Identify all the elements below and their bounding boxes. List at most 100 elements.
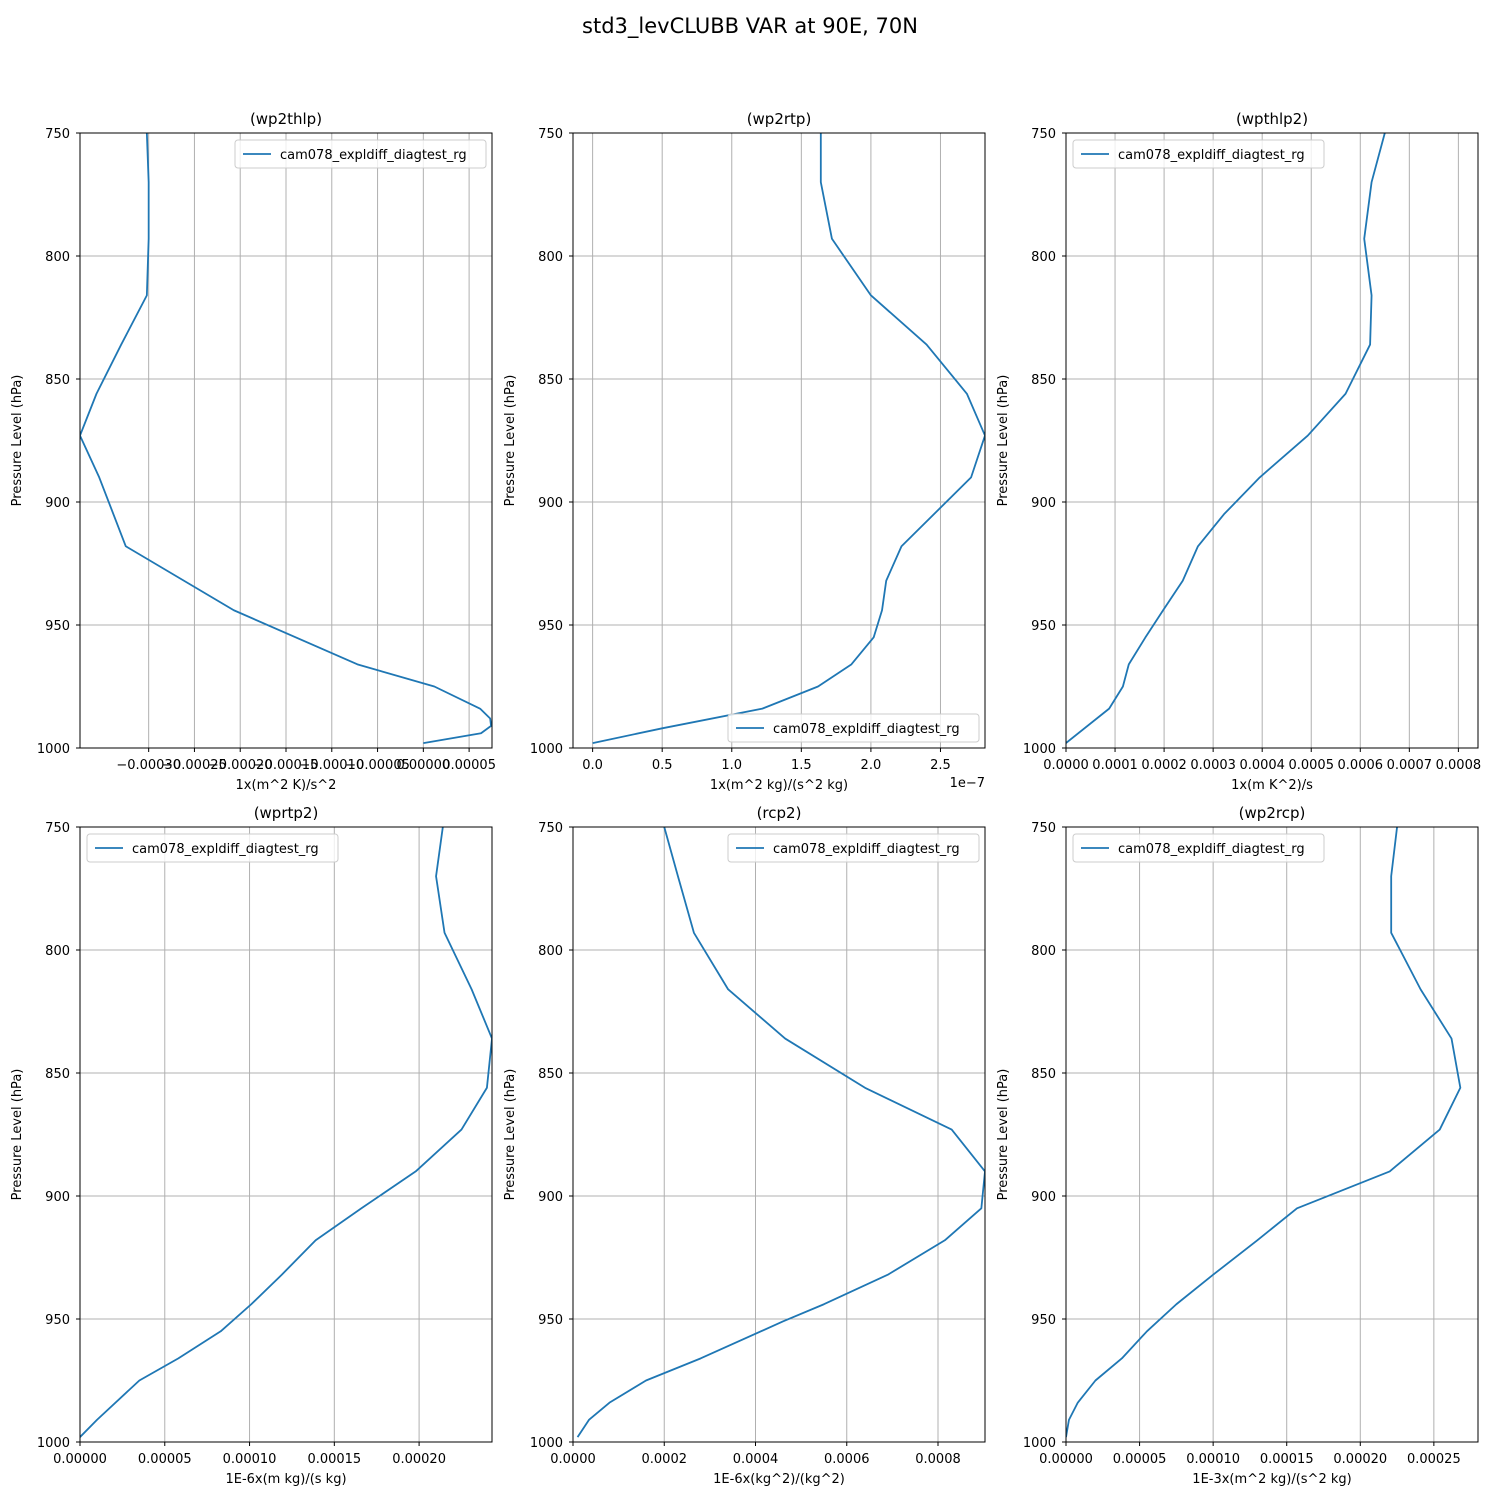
legend-entry: cam078_expldiff_diagtest_rg xyxy=(132,842,319,857)
axes-frame xyxy=(1065,132,1479,749)
y-tick-label-0: 750 xyxy=(1031,127,1056,142)
y-tick-label-0: 750 xyxy=(45,821,70,836)
x-tick-label-3: 1.5 xyxy=(791,758,812,773)
y-tick-label-1: 800 xyxy=(538,250,563,265)
legend-entry: cam078_expldiff_diagtest_rg xyxy=(1118,842,1305,857)
x-tick-label-5: 0.0005 xyxy=(1288,758,1334,773)
x-tick-label-2: −0.00020 xyxy=(208,758,273,773)
legend: cam078_expldiff_diagtest_rg xyxy=(86,833,339,863)
legend: cam078_expldiff_diagtest_rg xyxy=(234,139,487,169)
y-axis-label: Pressure Level (hPa) xyxy=(10,1069,25,1201)
legend: cam078_expldiff_diagtest_rg xyxy=(727,713,980,743)
y-tick-label-5: 1000 xyxy=(37,742,70,757)
y-tick-label-5: 1000 xyxy=(37,1436,70,1451)
subplot-title: (wp2thlp) xyxy=(250,110,322,128)
y-tick-label-1: 800 xyxy=(1031,250,1056,265)
x-axis-label: 1x(m^2 K)/s^2 xyxy=(236,778,337,793)
y-axis-label: Pressure Level (hPa) xyxy=(503,1069,518,1201)
y-tick-label-2: 850 xyxy=(538,373,563,388)
x-axis-label: 1x(m^2 kg)/(s^2 kg) xyxy=(710,778,848,793)
legend-entry: cam078_expldiff_diagtest_rg xyxy=(1118,148,1305,163)
legend: cam078_expldiff_diagtest_rg xyxy=(727,833,980,863)
x-tick-label-4: 2.0 xyxy=(861,758,882,773)
subplot-title: (wp2rcp) xyxy=(1239,804,1306,822)
x-tick-label-0: 0.0000 xyxy=(550,1452,596,1467)
y-tick-label-0: 750 xyxy=(538,127,563,142)
x-axis-label: 1E-6x(kg^2)/(kg^2) xyxy=(713,1472,845,1487)
x-tick-label-2: 0.0004 xyxy=(733,1452,779,1467)
x-tick-label-0: 0.00000 xyxy=(53,1452,107,1467)
x-tick-label-1: 0.0002 xyxy=(642,1452,688,1467)
series-line-1 xyxy=(80,133,492,744)
y-tick-label-1: 800 xyxy=(45,944,70,959)
figure-title: std3_levCLUBB VAR at 90E, 70N xyxy=(582,14,918,38)
series-line-1 xyxy=(1066,827,1462,1438)
x-tick-label-4: 0.0008 xyxy=(915,1452,961,1467)
x-tick-label-0: −0.00030 xyxy=(116,758,181,773)
x-tick-label-2: 0.00010 xyxy=(1186,1452,1240,1467)
y-tick-label-2: 850 xyxy=(538,1067,563,1082)
legend-entry: cam078_expldiff_diagtest_rg xyxy=(773,722,960,737)
y-tick-label-1: 800 xyxy=(538,944,563,959)
series-line-1 xyxy=(592,133,985,744)
y-tick-label-4: 950 xyxy=(1031,1313,1056,1328)
subplot-title: (rcp2) xyxy=(757,804,802,822)
x-tick-label-0: 0.0 xyxy=(582,758,603,773)
y-tick-label-5: 1000 xyxy=(530,742,563,757)
y-tick-label-2: 850 xyxy=(45,1067,70,1082)
y-tick-label-3: 900 xyxy=(538,1190,563,1205)
y-tick-label-4: 950 xyxy=(45,619,70,634)
axes-frame xyxy=(1065,826,1479,1443)
x-tick-label-8: 0.0008 xyxy=(1436,758,1482,773)
y-tick-label-3: 900 xyxy=(538,496,563,511)
x-axis-label: 1E-3x(m^2 kg)/(s^2 kg) xyxy=(1192,1472,1351,1487)
series-line-1 xyxy=(80,827,492,1438)
y-axis-label: Pressure Level (hPa) xyxy=(996,375,1011,507)
y-axis-label: Pressure Level (hPa) xyxy=(996,1069,1011,1201)
x-tick-label-6: 0.0006 xyxy=(1338,758,1384,773)
x-axis-label: 1E-6x(m kg)/(s kg) xyxy=(225,1472,346,1487)
x-tick-label-4: −0.00010 xyxy=(299,758,364,773)
x-tick-label-1: 0.5 xyxy=(652,758,673,773)
x-tick-label-5: −0.00005 xyxy=(345,758,410,773)
x-tick-label-3: 0.00015 xyxy=(1260,1452,1314,1467)
subplot-5: 0.0000 0.0002 0.0004 0.0006 0.0008 750 800 850 9… xyxy=(503,804,986,1487)
y-tick-label-3: 900 xyxy=(1031,496,1056,511)
x-tick-label-3: 0.00015 xyxy=(307,1452,361,1467)
y-tick-label-2: 850 xyxy=(45,373,70,388)
legend-box xyxy=(86,833,339,863)
x-tick-label-2: 1.0 xyxy=(721,758,742,773)
series-line-1 xyxy=(1066,133,1386,744)
y-tick-label-4: 950 xyxy=(1031,619,1056,634)
y-tick-label-3: 900 xyxy=(45,1190,70,1205)
subplot-3: 0.0000 0.0001 0.0002 0.0003 0.0004 0.0005 0.00… xyxy=(996,110,1481,793)
y-tick-label-5: 1000 xyxy=(530,1436,563,1451)
y-tick-label-4: 950 xyxy=(45,1313,70,1328)
subplot-title: (wpthlp2) xyxy=(1236,110,1308,128)
x-tick-label-5: 2.5 xyxy=(930,758,951,773)
y-tick-label-5: 1000 xyxy=(1023,742,1056,757)
legend-box xyxy=(1072,139,1325,169)
subplot-title: (wprtp2) xyxy=(254,804,319,822)
y-tick-label-3: 900 xyxy=(1031,1190,1056,1205)
x-tick-label-1: −0.00025 xyxy=(162,758,227,773)
x-tick-label-7: 0.00005 xyxy=(442,758,496,773)
subplot-1: −0.00030−0.00025−0.00020−0.00015−0.00010… xyxy=(10,110,496,793)
subplot-4: 0.00000 0.00005 0.00010 0.00015 0.00020 750 80… xyxy=(10,804,493,1487)
legend-entry: cam078_expldiff_diagtest_rg xyxy=(773,842,960,857)
x-tick-label-1: 0.00005 xyxy=(138,1452,192,1467)
x-tick-label-5: 0.00025 xyxy=(1407,1452,1461,1467)
legend-entry: cam078_expldiff_diagtest_rg xyxy=(280,148,467,163)
x-tick-label-0: 0.0000 xyxy=(1043,758,1089,773)
x-tick-label-4: 0.00020 xyxy=(1333,1452,1387,1467)
subplot-title: (wp2rtp) xyxy=(747,110,812,128)
x-tick-label-0: 0.00000 xyxy=(1039,1452,1093,1467)
legend: cam078_expldiff_diagtest_rg xyxy=(1072,833,1325,863)
y-tick-label-0: 750 xyxy=(45,127,70,142)
x-tick-label-3: −0.00015 xyxy=(254,758,319,773)
y-tick-label-3: 900 xyxy=(45,496,70,511)
y-axis-label: Pressure Level (hPa) xyxy=(10,375,25,507)
x-tick-label-1: 0.00005 xyxy=(1113,1452,1167,1467)
subplot-6: 0.00000 0.00005 0.00010 0.00015 0.00020 0.000… xyxy=(996,804,1479,1487)
